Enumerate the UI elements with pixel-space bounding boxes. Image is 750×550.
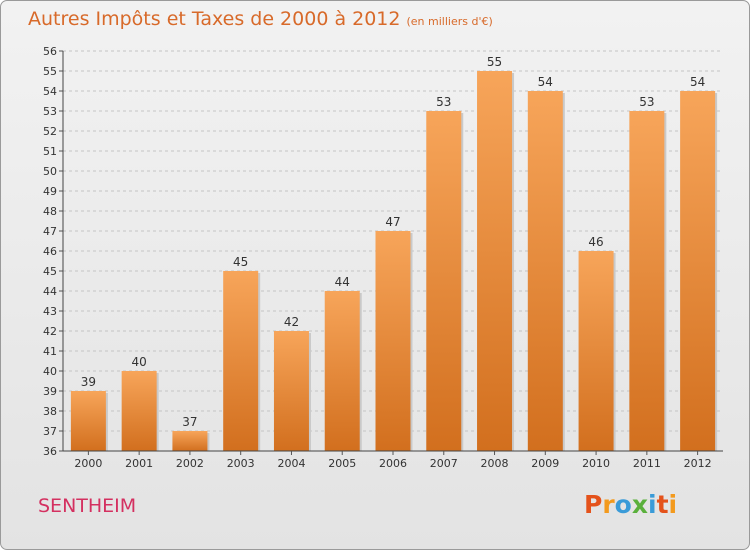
- y-tick-label: 51: [43, 145, 57, 158]
- bar-value-label: 54: [538, 75, 553, 89]
- bar-value-label: 46: [588, 235, 603, 249]
- bar-value-label: 40: [132, 355, 147, 369]
- logo-letter: i: [668, 490, 678, 519]
- bar: [70, 391, 106, 451]
- x-tick-label: 2004: [277, 457, 305, 470]
- bar-value-label: 53: [639, 95, 654, 109]
- x-tick-label: 2008: [481, 457, 509, 470]
- x-tick-label: 2002: [176, 457, 204, 470]
- logo-letter: r: [602, 490, 615, 519]
- y-tick-label: 43: [43, 305, 57, 318]
- bar: [578, 251, 614, 451]
- x-tick-label: 2003: [227, 457, 255, 470]
- x-axis-ticks: 2000 2001 2002 2003 2004 2005 2006 2007 2008 2009…: [74, 451, 712, 470]
- x-tick-label: 2007: [430, 457, 458, 470]
- x-tick-label: 2011: [633, 457, 661, 470]
- y-tick-label: 44: [43, 285, 57, 298]
- bar-value-label: 54: [690, 75, 705, 89]
- bar: [426, 111, 462, 451]
- chart-unit-note: (en milliers d'€): [406, 15, 493, 28]
- y-tick-label: 40: [43, 365, 57, 378]
- y-tick-label: 56: [43, 45, 57, 58]
- logo-letter: t: [656, 490, 669, 519]
- y-tick-label: 39: [43, 385, 57, 398]
- logo-letter: x: [631, 490, 648, 519]
- logo-letter: P: [584, 490, 603, 519]
- bar: [172, 431, 208, 451]
- bar: [680, 91, 716, 451]
- bar: [477, 71, 513, 451]
- bar: [629, 111, 665, 451]
- y-axis-ticks: 36 37 38 39 40 41 42 43 44 45 46 47 48 49 50 51 52 53 54 55…: [43, 45, 63, 458]
- y-tick-label: 46: [43, 245, 57, 258]
- chart-title: Autres Impôts et Taxes de 2000 à 2012 (en…: [28, 8, 493, 30]
- x-tick-label: 2000: [74, 457, 102, 470]
- bar-value-label: 39: [81, 375, 96, 389]
- y-tick-label: 36: [43, 445, 57, 458]
- y-tick-label: 55: [43, 65, 57, 78]
- y-tick-label: 54: [43, 85, 57, 98]
- bar-value-label: 44: [335, 275, 350, 289]
- proxiti-logo[interactable]: Proxiti: [584, 490, 677, 519]
- location-name: SENTHEIM: [38, 495, 137, 517]
- logo-letter: i: [648, 490, 657, 519]
- y-tick-label: 48: [43, 205, 57, 218]
- bar: [527, 91, 563, 451]
- x-tick-label: 2012: [684, 457, 712, 470]
- bar: [375, 231, 411, 451]
- y-tick-label: 45: [43, 265, 57, 278]
- chart-title-text: Autres Impôts et Taxes de 2000 à 2012: [28, 8, 401, 30]
- bar: [121, 371, 157, 451]
- y-tick-label: 38: [43, 405, 57, 418]
- x-tick-label: 2006: [379, 457, 407, 470]
- bar-value-label: 42: [284, 315, 299, 329]
- y-tick-label: 42: [43, 325, 57, 338]
- y-tick-label: 49: [43, 185, 57, 198]
- bar-value-label: 45: [233, 255, 248, 269]
- bar-value-label: 47: [385, 215, 400, 229]
- x-tick-label: 2010: [582, 457, 610, 470]
- bar: [324, 291, 360, 451]
- y-tick-label: 50: [43, 165, 57, 178]
- bar-value-label: 53: [436, 95, 451, 109]
- y-tick-label: 37: [43, 425, 57, 438]
- bar: [223, 271, 259, 451]
- x-tick-label: 2009: [531, 457, 559, 470]
- bars: 39 40 37 45 42 44 47 53 55 54 46 53 54: [70, 55, 718, 451]
- bar: [273, 331, 309, 451]
- y-tick-label: 52: [43, 125, 57, 138]
- y-tick-label: 53: [43, 105, 57, 118]
- bar-value-label: 37: [182, 415, 197, 429]
- y-tick-label: 41: [43, 345, 57, 358]
- logo-letter: o: [614, 490, 632, 519]
- y-tick-label: 47: [43, 225, 57, 238]
- bar-value-label: 55: [487, 55, 502, 69]
- x-tick-label: 2005: [328, 457, 356, 470]
- x-tick-label: 2001: [125, 457, 153, 470]
